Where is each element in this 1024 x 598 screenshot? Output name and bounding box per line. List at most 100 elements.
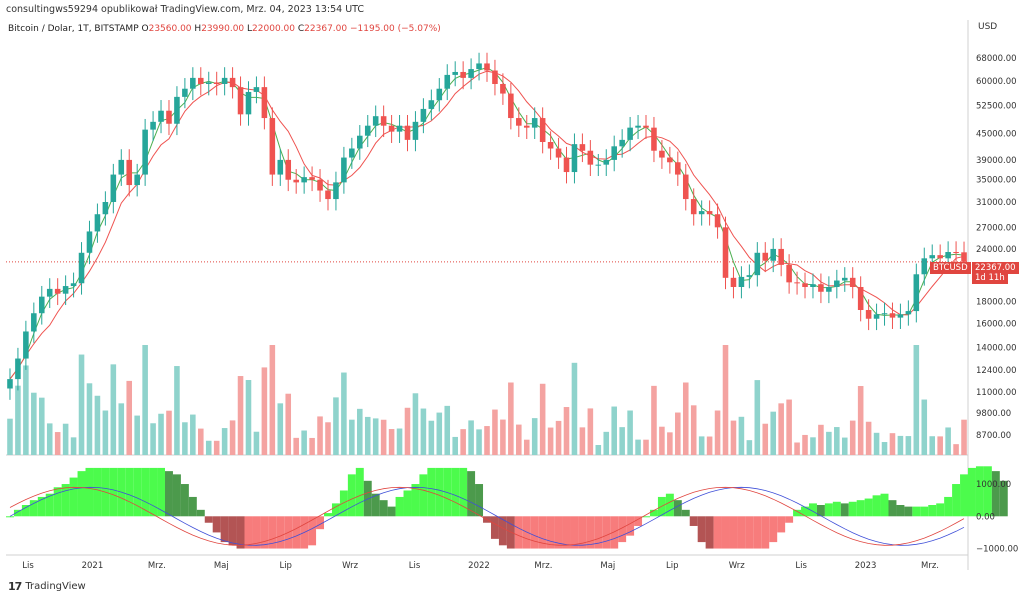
time-tick-label: Wrz [729,561,746,571]
volume-bar [317,416,323,455]
oscillator-bar [904,506,913,517]
volume-bar [738,416,745,455]
volume-bar [142,345,148,455]
open-label: O [141,24,149,34]
tradingview-logo-icon: 17 [8,580,22,593]
candle-body [786,264,792,283]
volume-bar [325,422,331,455]
candle-body [953,252,959,254]
oscillator-bar [975,466,984,517]
oscillator-bar [427,467,436,517]
oscillator-bar [689,516,698,526]
axes: 68000.00 60000.00 52500.00 45000.00 39000.00… [22,54,1018,571]
candle-body [826,286,832,292]
oscillator-bar [77,471,86,517]
candle-body [873,314,880,319]
oscillator-bar [896,505,905,517]
oscillator-bar [586,516,595,549]
oscillator-bar [928,505,937,517]
osc-tick-label: 0.00 [976,512,995,522]
candle-body [635,125,641,128]
volume-bar [190,414,196,455]
volume-bar [873,432,880,455]
volume-bar [301,430,307,455]
volume-bar [563,407,570,455]
oscillator-bar [594,516,603,549]
oscillator-bar [387,506,396,517]
volume-bar [38,397,45,455]
volume-bar [508,382,514,455]
volume-bar [730,420,737,455]
last-price-tag: 22367.00 [972,262,1019,274]
time-tick-label: Mrz. [921,561,939,571]
osc-tick-label: −1000.00 [976,545,1018,555]
volume-bar [460,429,466,455]
candle-body [905,311,912,315]
oscillator-bar [459,467,468,517]
high-value: 23990.00 [201,24,245,34]
volume-bar [198,428,204,455]
volume-bar [174,366,180,455]
candle-body [619,139,625,147]
candle-body [738,276,745,287]
candle-body [690,199,697,215]
candle-body [730,277,737,287]
symbol-label[interactable]: Bitcoin / Dolar, 1T, BITSTAMP [8,24,139,34]
candle-body [420,108,427,122]
oscillator-bar [737,516,746,549]
volume-bar [118,403,125,455]
price-tick-label: 14000.00 [976,344,1017,354]
oscillator-bar [991,471,1000,517]
oscillator-bar [260,516,269,549]
oscillator-bar [673,500,682,517]
time-tick-label: Lip [666,561,679,571]
volume-bar [70,437,77,455]
candle-body [364,125,371,136]
candle-body [118,159,125,175]
volume-bar [706,436,713,455]
oscillator-bar [252,516,261,549]
candle-body [54,288,61,294]
candle-body [682,174,689,200]
candle-body [539,118,546,142]
candle-body [213,82,220,84]
candle-body [531,118,538,128]
candle-body [62,286,69,294]
candle-body [516,118,522,126]
candle-countdown: 1d 11h [972,272,1008,284]
volume-bar [945,427,951,455]
change-value: −1195.00 (−5.07%) [350,24,441,34]
candle-body [253,87,260,92]
volume-bar [23,365,29,455]
volume-bar [722,345,729,455]
candle-body [484,63,490,71]
oscillator-bar [157,467,166,517]
candle-body [150,121,156,130]
candle-body [46,288,53,297]
oscillator-bar [960,474,968,517]
volume-bar [682,382,689,455]
volume-bar [333,397,339,455]
oscillator-bar [308,516,317,546]
oscillator-bar [546,516,555,549]
candle-body [667,157,673,163]
oscillator-bar [634,516,643,526]
oscillator-bar [745,516,754,549]
oscillator-bar [69,477,78,517]
oscillator-bar [793,509,802,517]
candle-body [182,88,188,97]
volume-bar [539,383,546,455]
oscillator-bar [649,509,658,517]
oscillator-bar [451,467,460,517]
volume-bar [571,362,578,455]
candle-body [245,91,252,115]
volume-bar [372,418,379,455]
tradingview-branding[interactable]: 17 TradingView [8,580,86,593]
oscillator-bar [355,467,364,517]
osc-tick-label: 1000.00 [976,480,1011,490]
volume-bar [269,345,276,455]
candle-body [921,258,928,275]
candle-body [126,159,133,186]
